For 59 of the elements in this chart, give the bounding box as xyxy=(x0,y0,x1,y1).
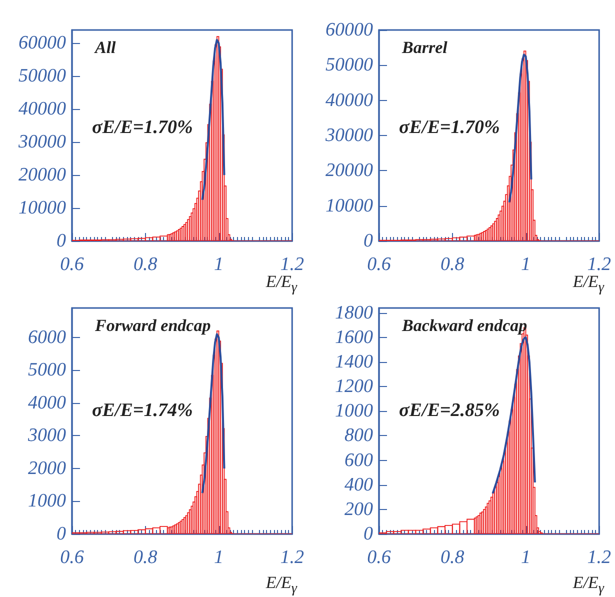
y-tick-label: 1600 xyxy=(335,326,374,348)
y-tick-label: 0 xyxy=(364,524,374,544)
x-tick-label: 1.2 xyxy=(280,547,304,568)
y-tick-label: 50000 xyxy=(18,66,66,87)
y-tick-label: 1000 xyxy=(335,400,374,422)
y-tick-label: 30000 xyxy=(18,132,66,153)
x-tick-label: 0.6 xyxy=(367,254,392,275)
y-tick-label: 0 xyxy=(56,524,66,544)
y-tick-label: 40000 xyxy=(18,98,66,120)
x-tick-label: 0.8 xyxy=(440,254,465,275)
x-tick-label: 0.8 xyxy=(134,254,158,275)
y-tick-label: 1000 xyxy=(28,490,66,512)
x-tick-label: 0.6 xyxy=(60,254,84,275)
y-tick-label: 6000 xyxy=(28,326,66,348)
y-tick-label: 30000 xyxy=(324,125,374,146)
y-tick-label: 60000 xyxy=(18,32,66,54)
y-tick-label: 600 xyxy=(344,450,374,471)
annotation: σE/E=1.70% xyxy=(399,117,500,138)
y-tick-label: 50000 xyxy=(326,54,374,76)
text: Barrel xyxy=(401,38,448,57)
x-tick-label: 1 xyxy=(214,547,224,568)
x-tick-label: 1.2 xyxy=(587,547,612,568)
y-tick-label: 400 xyxy=(344,474,374,496)
annotation: σE/E=1.70% xyxy=(92,117,193,138)
x-tick-label: 0.6 xyxy=(60,547,84,568)
x-axis-title: E/E$_{γ}$ xyxy=(572,272,604,296)
y-tick-label: 200 xyxy=(344,498,374,520)
x-tick-label: 1.2 xyxy=(587,254,612,275)
y-tick-label: 0 xyxy=(56,230,66,252)
y-tick-label: 0 xyxy=(364,230,374,252)
y-tick-label: 2000 xyxy=(28,458,66,479)
text: Forward endcap xyxy=(94,316,211,335)
y-tick-label: 1800 xyxy=(335,302,374,324)
y-tick-label: 1400 xyxy=(335,352,374,373)
y-tick-label: 1200 xyxy=(335,376,374,398)
x-tick-label: 0.8 xyxy=(440,547,465,568)
x-axis-title: E/E$_{γ}$ xyxy=(266,573,297,597)
y-tick-label: 10000 xyxy=(18,198,66,219)
x-tick-label: 1 xyxy=(214,254,224,275)
y-tick-label: 20000 xyxy=(326,160,374,182)
x-tick-label: 0.6 xyxy=(367,547,392,568)
text: Backward endcap xyxy=(401,316,528,335)
annotation: σE/E=2.85% xyxy=(399,400,500,421)
x-axis-title: E/E$_{γ}$ xyxy=(266,272,297,296)
x-tick-label: 1 xyxy=(521,254,530,275)
y-tick-label: 800 xyxy=(344,425,374,446)
x-axis-title: E/E$_{γ}$ xyxy=(572,573,604,597)
annotation: σE/E=1.74% xyxy=(92,400,193,421)
y-tick-label: 4000 xyxy=(28,392,66,414)
y-tick-label: 40000 xyxy=(326,90,374,111)
y-tick-label: 60000 xyxy=(326,20,374,40)
y-tick-label: 10000 xyxy=(326,195,374,216)
y-tick-label: 5000 xyxy=(28,360,66,381)
x-tick-label: 0.8 xyxy=(134,547,158,568)
x-tick-label: 1 xyxy=(521,547,530,568)
text: All xyxy=(94,38,116,57)
y-tick-label: 3000 xyxy=(27,425,66,446)
y-tick-label: 20000 xyxy=(18,164,66,186)
x-tick-label: 1.2 xyxy=(280,254,304,275)
